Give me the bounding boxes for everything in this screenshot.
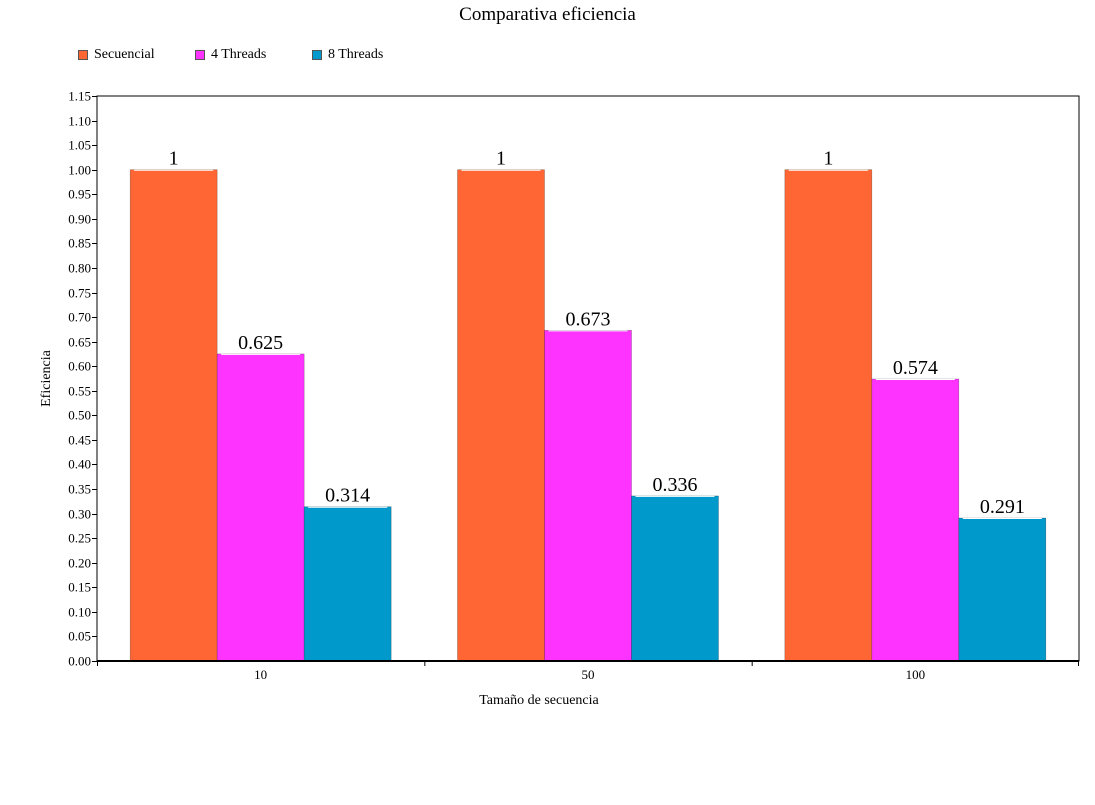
y-tick-label: 1.00 bbox=[68, 163, 91, 178]
legend-label-secuencial: Secuencial bbox=[94, 47, 155, 62]
y-tick-label: 0.10 bbox=[68, 605, 91, 620]
chart-title: Comparativa eficiencia bbox=[459, 4, 636, 25]
y-tick-label: 0.75 bbox=[68, 286, 91, 301]
y-tick-label: 0.35 bbox=[68, 482, 91, 497]
y-tick-label: 0.30 bbox=[68, 507, 91, 522]
bar bbox=[457, 169, 545, 662]
y-tick-label: 1.15 bbox=[68, 89, 91, 104]
data-label: 0.574 bbox=[893, 357, 938, 379]
y-tick-label: 0.65 bbox=[68, 335, 91, 350]
y-tick-label: 1.05 bbox=[68, 138, 91, 153]
data-label: 1 bbox=[169, 148, 179, 170]
bar bbox=[216, 353, 305, 662]
y-tick-label: 0.55 bbox=[68, 384, 91, 399]
y-tick-label: 0.45 bbox=[68, 433, 91, 448]
data-label: 0.336 bbox=[653, 474, 698, 496]
data-label: 0.673 bbox=[566, 308, 611, 330]
y-axis-title: Eficiencia bbox=[39, 349, 54, 407]
y-tick-label: 0.40 bbox=[68, 457, 91, 472]
x-axis-title: Tamaño de secuencia bbox=[479, 693, 599, 708]
x-tick-label: 50 bbox=[582, 667, 595, 682]
bar bbox=[303, 506, 392, 662]
y-tick-label: 0.95 bbox=[68, 187, 91, 202]
legend-swatch-8-threads bbox=[312, 50, 322, 60]
data-label: 1 bbox=[496, 148, 506, 170]
x-tick-label: 100 bbox=[906, 667, 926, 682]
legend-label-4-threads: 4 Threads bbox=[211, 47, 267, 62]
bar bbox=[784, 169, 873, 662]
data-label: 0.314 bbox=[325, 485, 370, 507]
legend-swatch-4-threads bbox=[195, 50, 205, 60]
data-label: 0.625 bbox=[238, 332, 283, 354]
bar bbox=[631, 495, 719, 662]
legend-swatch-secuencial bbox=[78, 50, 88, 60]
bar bbox=[544, 330, 632, 662]
y-tick-label: 0.00 bbox=[68, 654, 91, 669]
y-tick-label: 0.50 bbox=[68, 408, 91, 423]
y-tick-label: 0.90 bbox=[68, 212, 91, 227]
data-label: 0.291 bbox=[980, 496, 1025, 518]
y-tick-label: 0.60 bbox=[68, 359, 91, 374]
x-tick-label: 10 bbox=[254, 667, 267, 682]
bar bbox=[958, 517, 1047, 662]
y-tick-label: 0.15 bbox=[68, 580, 91, 595]
y-tick-label: 1.10 bbox=[68, 114, 91, 129]
bar bbox=[129, 169, 218, 662]
y-tick-label: 0.05 bbox=[68, 629, 91, 644]
y-tick-label: 0.80 bbox=[68, 261, 91, 276]
y-tick-label: 0.85 bbox=[68, 236, 91, 251]
y-tick-label: 0.20 bbox=[68, 556, 91, 571]
data-label: 1 bbox=[823, 148, 833, 170]
y-tick-label: 0.70 bbox=[68, 310, 91, 325]
y-tick-label: 0.25 bbox=[68, 531, 91, 546]
legend-label-8-threads: 8 Threads bbox=[328, 47, 384, 62]
bar bbox=[871, 378, 960, 662]
